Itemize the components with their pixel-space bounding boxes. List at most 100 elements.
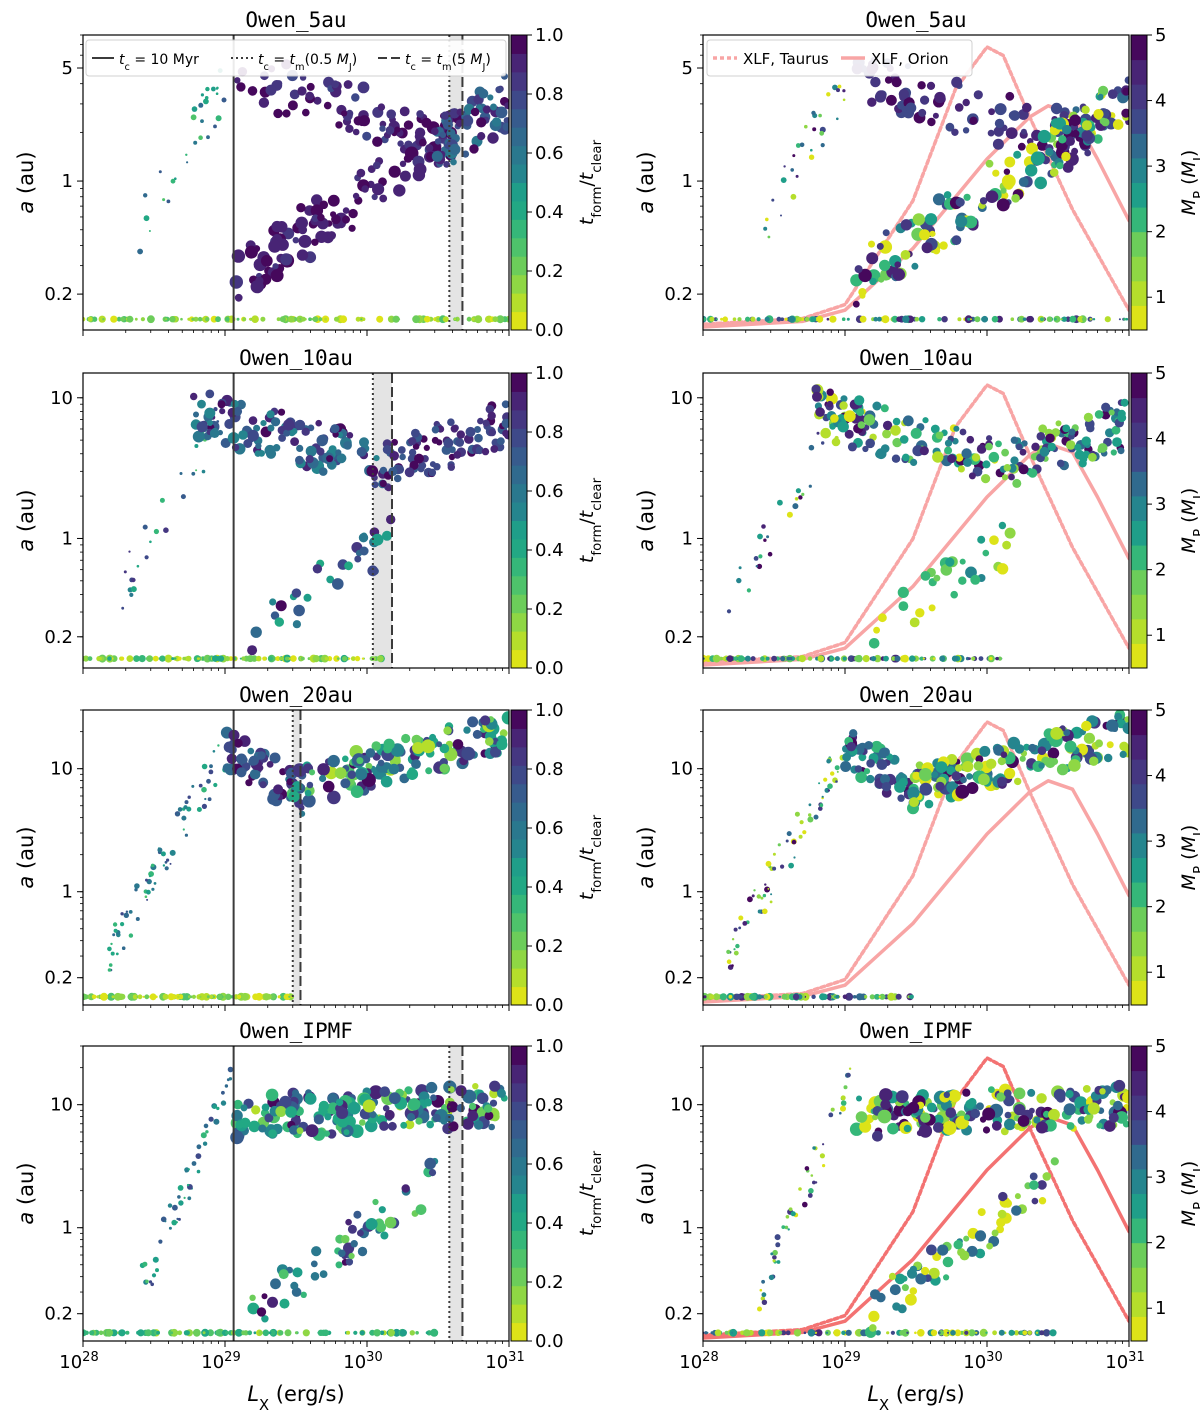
data-point bbox=[248, 318, 252, 321]
data-point bbox=[872, 1130, 883, 1142]
y-tick-label: 10 bbox=[50, 759, 73, 780]
data-point bbox=[443, 161, 450, 168]
colorbar-segment bbox=[1131, 931, 1147, 957]
data-point bbox=[920, 571, 931, 581]
data-point bbox=[1050, 727, 1064, 740]
data-point bbox=[150, 863, 155, 868]
data-point bbox=[313, 96, 322, 105]
colorbar-segment bbox=[511, 465, 527, 485]
data-point bbox=[780, 317, 784, 322]
data-point bbox=[403, 120, 414, 130]
data-point bbox=[997, 656, 1003, 661]
data-point bbox=[367, 565, 379, 577]
data-point bbox=[968, 472, 976, 480]
y-axis-label: a (au) bbox=[14, 489, 38, 551]
data-point bbox=[1087, 1102, 1100, 1115]
data-point bbox=[1065, 316, 1071, 323]
y-axis-label: a (au) bbox=[14, 826, 38, 888]
data-point bbox=[735, 943, 740, 949]
data-point bbox=[233, 1099, 243, 1110]
data-point bbox=[497, 1088, 506, 1098]
data-point bbox=[315, 419, 323, 427]
data-point bbox=[138, 655, 146, 663]
data-point bbox=[166, 199, 171, 204]
data-point bbox=[907, 1101, 920, 1114]
data-point bbox=[978, 773, 990, 786]
data-point bbox=[957, 465, 965, 473]
data-point bbox=[870, 1289, 881, 1300]
data-point bbox=[112, 933, 116, 937]
data-point bbox=[318, 1100, 329, 1111]
data-point bbox=[971, 656, 976, 661]
data-point bbox=[1026, 142, 1038, 155]
data-point bbox=[786, 656, 791, 661]
data-point bbox=[255, 655, 262, 662]
data-point bbox=[733, 927, 738, 932]
data-point bbox=[335, 121, 343, 129]
colorbar-segment bbox=[511, 237, 527, 257]
data-point bbox=[738, 566, 742, 570]
data-point bbox=[1088, 452, 1097, 462]
data-point bbox=[424, 1157, 437, 1170]
data-point bbox=[377, 655, 384, 662]
data-point bbox=[710, 1331, 714, 1335]
data-point bbox=[224, 316, 230, 322]
data-point bbox=[823, 777, 828, 782]
data-point bbox=[316, 434, 328, 447]
data-point bbox=[352, 192, 360, 200]
data-point bbox=[249, 768, 261, 780]
colorbar-segment bbox=[1131, 133, 1147, 159]
data-point bbox=[900, 250, 911, 260]
data-point bbox=[852, 300, 860, 308]
data-point bbox=[159, 497, 165, 503]
data-point bbox=[382, 530, 392, 541]
data-point bbox=[193, 411, 199, 418]
data-point bbox=[1015, 443, 1023, 451]
data-point bbox=[797, 316, 802, 322]
data-point bbox=[408, 1098, 421, 1111]
data-point bbox=[842, 98, 846, 102]
xlf-orion-curve bbox=[703, 442, 1129, 667]
data-point bbox=[798, 834, 803, 839]
y-tick-label: 10 bbox=[670, 759, 693, 780]
data-point bbox=[177, 656, 182, 661]
colorbar-segment bbox=[511, 1046, 527, 1065]
data-point bbox=[324, 317, 327, 321]
data-point bbox=[712, 654, 721, 663]
data-point bbox=[403, 154, 413, 163]
colorbar-segment bbox=[511, 857, 527, 877]
data-point bbox=[343, 441, 352, 450]
data-point bbox=[811, 110, 816, 116]
data-point bbox=[326, 455, 334, 463]
data-point bbox=[239, 657, 242, 660]
data-point bbox=[128, 933, 134, 938]
data-point bbox=[875, 1330, 881, 1336]
data-point bbox=[406, 1113, 416, 1122]
data-point bbox=[932, 112, 939, 119]
colorbar-segment bbox=[511, 145, 527, 165]
data-point bbox=[344, 561, 353, 571]
data-point bbox=[429, 733, 437, 742]
data-point bbox=[862, 655, 870, 663]
colorbar-tick-label: 5 bbox=[1155, 363, 1166, 384]
data-point bbox=[160, 851, 166, 857]
data-point bbox=[908, 995, 912, 998]
data-point bbox=[951, 128, 959, 136]
data-point bbox=[327, 231, 337, 240]
data-point bbox=[803, 1331, 807, 1335]
data-point bbox=[785, 1330, 791, 1336]
data-point bbox=[217, 655, 225, 662]
data-point bbox=[377, 759, 385, 767]
data-point bbox=[776, 316, 782, 322]
data-point bbox=[929, 230, 936, 237]
data-point bbox=[450, 158, 457, 166]
data-point bbox=[208, 1116, 214, 1122]
data-point bbox=[221, 97, 227, 103]
data-point bbox=[777, 843, 781, 847]
colorbar-tick-label: 2 bbox=[1155, 897, 1166, 918]
data-point bbox=[940, 564, 953, 576]
data-point bbox=[251, 1105, 261, 1115]
data-point bbox=[876, 759, 888, 770]
data-point bbox=[308, 317, 312, 322]
